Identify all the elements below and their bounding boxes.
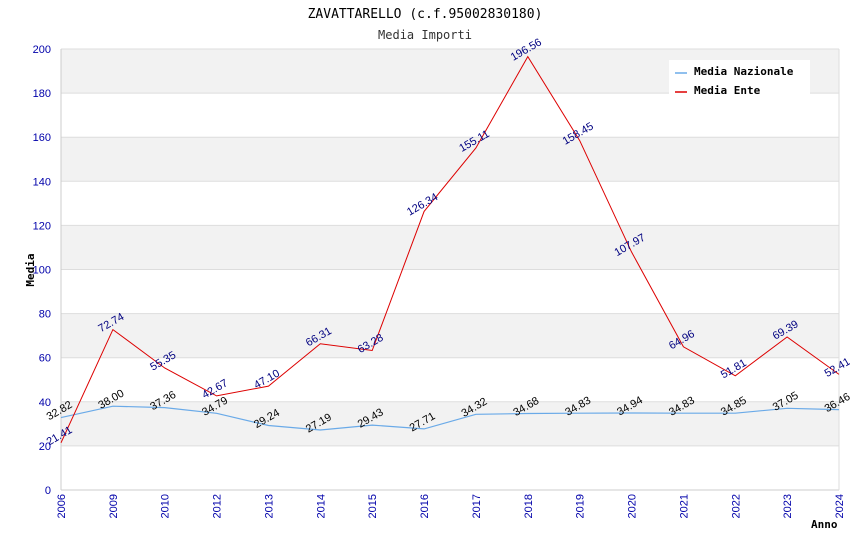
x-tick-label: 2022: [730, 494, 742, 518]
plot-band: [61, 225, 839, 270]
chart-subtitle: Media Importi: [378, 28, 472, 42]
y-tick-label: 140: [33, 176, 51, 188]
plot-band: [61, 93, 839, 138]
x-tick-label: 2017: [471, 494, 483, 518]
plot-band: [61, 445, 839, 490]
y-tick-label: 80: [39, 309, 51, 321]
y-tick-label: 160: [33, 132, 51, 144]
x-axis-label: Anno: [811, 518, 838, 531]
plot-background: [61, 49, 839, 490]
plot-band: [61, 401, 839, 446]
plot-band: [61, 313, 839, 358]
x-tick-label: 2018: [523, 494, 535, 518]
x-tick-label: 2015: [367, 494, 379, 518]
x-tick-label: 2023: [782, 494, 794, 518]
y-tick-label: 180: [33, 88, 51, 100]
y-axis-label: Media: [24, 253, 37, 286]
y-tick-label: 40: [39, 397, 51, 409]
series-line-media-nazionale: [60, 405, 840, 431]
series-line-media-ente: [60, 55, 840, 444]
y-tick-label: 0: [45, 485, 51, 497]
x-tick-label: 2021: [678, 494, 690, 518]
x-tick-label: 2020: [627, 494, 639, 518]
x-tick-label: 2014: [315, 494, 327, 518]
y-tick-label: 20: [39, 441, 51, 453]
x-tick-label: 2006: [56, 494, 68, 518]
plot-band: [61, 137, 839, 182]
legend-label-media-nazionale: Media Nazionale: [694, 65, 794, 78]
x-tick-label: 2009: [108, 494, 120, 518]
chart-title: ZAVATTARELLO (c.f.95002830180): [308, 7, 543, 22]
y-tick-label: 120: [33, 220, 51, 232]
y-tick-label: 100: [33, 265, 51, 277]
legend-label-media-ente: Media Ente: [694, 84, 761, 97]
y-tick-label: 60: [39, 353, 51, 365]
axes: [60, 49, 840, 491]
x-tick-label: 2019: [575, 494, 587, 518]
plot-band: [61, 181, 839, 226]
x-tick-label: 2010: [160, 494, 172, 518]
legend-box: [669, 60, 810, 100]
plot-band: [61, 357, 839, 402]
tick-labels: 0 20 40 60 80 100 120 140 160 180 200 2006 2009 2010 2…: [33, 44, 846, 518]
x-tick-label: 2016: [419, 494, 431, 518]
x-tick-label: 2024: [834, 494, 846, 518]
x-tick-label: 2013: [263, 494, 275, 518]
plot-band: [61, 269, 839, 314]
y-tick-label: 200: [33, 44, 51, 56]
series-lines: [60, 55, 840, 444]
legend: Media Nazionale Media Ente: [669, 60, 810, 100]
x-tick-label: 2012: [212, 494, 224, 518]
